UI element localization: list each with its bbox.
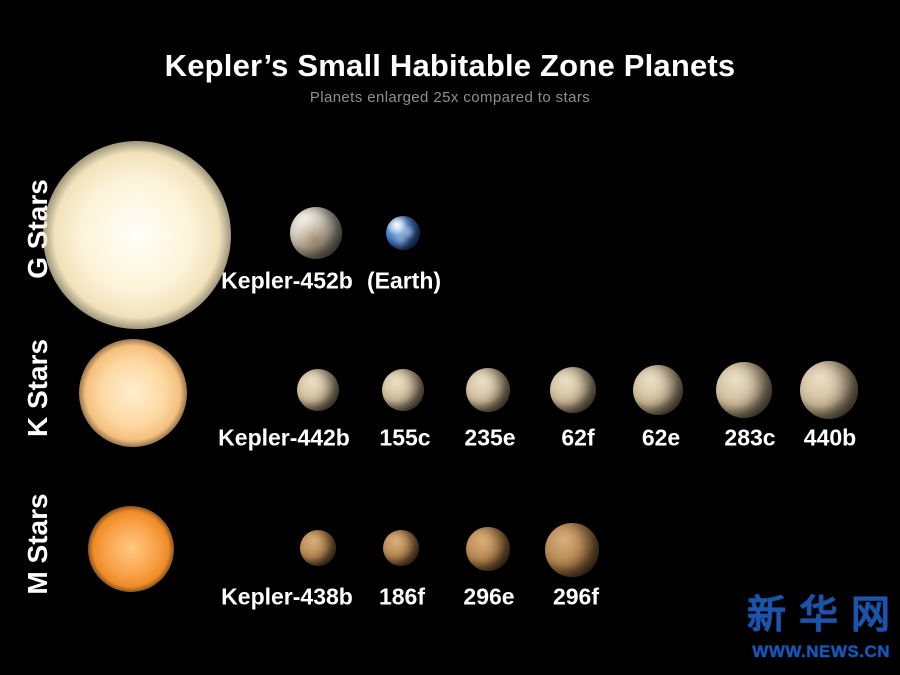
- planet-label-235e: 235e: [464, 424, 516, 451]
- star-g-stars: [42, 140, 232, 330]
- row-label-m-stars: M Stars: [22, 493, 53, 595]
- star-m-stars: [87, 505, 175, 593]
- planet-186f: [383, 530, 419, 566]
- planet-label-440b: 440b: [803, 424, 857, 451]
- planet-440b: [800, 361, 858, 419]
- planet-label-62e: 62e: [641, 424, 681, 451]
- star-k-stars: [78, 338, 188, 448]
- planet-label-296e: 296e: [463, 583, 515, 610]
- xinhua-logo: 新华网 WWW.NEWS.CN: [747, 584, 890, 662]
- planet-283c: [716, 362, 772, 418]
- planet-label-296f: 296f: [552, 583, 600, 610]
- planet-kepler-438b: [300, 530, 336, 566]
- xinhua-logo-url: WWW.NEWS.CN: [752, 642, 890, 661]
- planet-296e: [466, 527, 510, 571]
- planet-label-62f: 62f: [561, 424, 595, 451]
- planet-label-kepler-452b: Kepler-452b: [221, 267, 353, 294]
- planet-label-kepler-442b: Kepler-442b: [218, 424, 350, 451]
- planet-label-kepler-438b: Kepler-438b: [221, 583, 353, 610]
- planet-label-186f: 186f: [378, 583, 426, 610]
- planet-235e: [466, 368, 510, 412]
- planet-296f: [545, 523, 599, 577]
- page-subtitle: Planets enlarged 25x compared to stars: [309, 89, 591, 106]
- planet-kepler-442b: [297, 369, 339, 411]
- planet-label-earth: (Earth): [366, 267, 442, 294]
- xinhua-logo-text: 新华网: [746, 594, 900, 637]
- row-label-k-stars: K Stars: [22, 338, 53, 438]
- planet-label-155c: 155c: [379, 424, 431, 451]
- planet-earth: [386, 216, 420, 250]
- planet-62e: [633, 365, 683, 415]
- planet-label-283c: 283c: [724, 424, 776, 451]
- planet-62f: [550, 367, 596, 413]
- planet-155c: [382, 369, 424, 411]
- planet-kepler-452b: [290, 207, 342, 259]
- page-title: Kepler’s Small Habitable Zone Planets: [164, 48, 736, 83]
